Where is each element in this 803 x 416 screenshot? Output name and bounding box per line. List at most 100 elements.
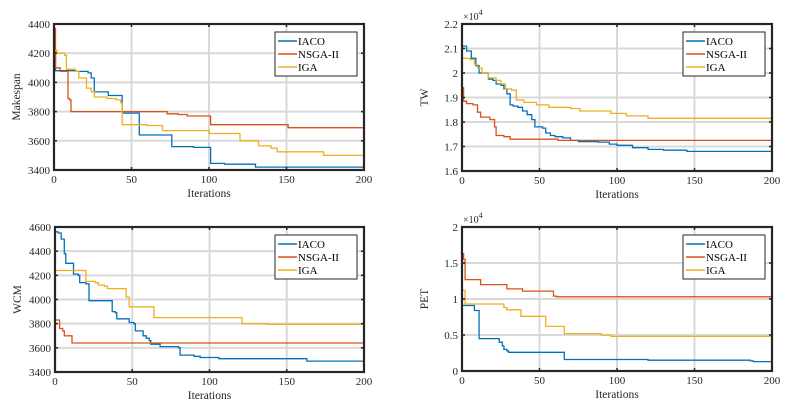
x-axis-label: Iterations — [188, 390, 232, 402]
x-tick-label: 0 — [459, 375, 465, 387]
x-tick-label: 200 — [764, 375, 781, 387]
y-axis-label: TW — [419, 88, 431, 106]
legend-item-iaco: IACO — [278, 36, 325, 48]
x-tick-label: 100 — [201, 376, 218, 388]
y-axis-label: WCM — [12, 285, 24, 314]
x-axis-label: Iterations — [595, 389, 639, 401]
series-line-nsga-ii — [462, 87, 772, 142]
legend-item-iga: IGA — [686, 62, 726, 74]
y-tick-label: 0.5 — [444, 330, 458, 342]
x-tick-label: 0 — [52, 376, 58, 388]
y-tick-label: 1.9 — [444, 93, 458, 105]
legend-item-nsga-ii: NSGA-II — [686, 49, 747, 61]
legend-item-iaco: IACO — [686, 36, 733, 48]
legend-label: IACO — [298, 36, 325, 48]
y-exponent-label: ×104 — [463, 211, 483, 226]
x-tick-label: 100 — [609, 175, 626, 187]
x-tick-label: 200 — [356, 376, 373, 388]
legend-label: IGA — [706, 62, 726, 74]
pet-chart: 0 50 100 150 200 0 0.5 1 1.5 2 ×104 Iterations PET IA… — [419, 211, 781, 401]
y-tick-label: 3800 — [29, 319, 52, 331]
legend-item-iga: IGA — [278, 265, 318, 277]
series-line-nsga-ii — [54, 27, 364, 129]
y-tick-label: 3400 — [29, 367, 52, 379]
legend-label: IACO — [706, 36, 733, 48]
y-tick-label: 2 — [453, 222, 459, 234]
y-tick-label: 1 — [453, 294, 459, 306]
makespan-chart: 0 50 100 150 200 3400 3600 3800 4000 4200 4400 Iter… — [11, 19, 373, 200]
series-line-iaco — [54, 52, 364, 168]
y-exponent-label: ×104 — [463, 8, 483, 23]
x-tick-label: 100 — [609, 375, 626, 387]
x-tick-label: 150 — [686, 175, 703, 187]
series-line-nsga-ii — [462, 252, 772, 298]
y-tick-label: 4200 — [28, 48, 51, 60]
legend-item-iaco: IACO — [686, 239, 733, 251]
legend-item-nsga-ii: NSGA-II — [686, 252, 747, 264]
y-tick-label: 0 — [453, 366, 459, 378]
legend-item-nsga-ii: NSGA-II — [278, 252, 339, 264]
y-tick-label: 2 — [453, 68, 459, 80]
series-line-iga — [55, 269, 364, 325]
series-line-iga — [462, 289, 772, 338]
x-axis-label: Iterations — [595, 189, 639, 201]
exponent-base: ×10 — [463, 215, 479, 226]
x-tick-label: 150 — [279, 376, 296, 388]
legend-label: IACO — [298, 239, 325, 251]
y-tick-label: 4000 — [28, 77, 51, 89]
y-tick-label: 1.6 — [444, 166, 458, 178]
y-tick-label: 1.8 — [444, 117, 458, 129]
legend-label: IGA — [706, 265, 726, 277]
x-tick-label: 50 — [534, 175, 546, 187]
legend-box — [682, 31, 766, 77]
legend-label: NSGA-II — [706, 49, 747, 61]
exponent-base: ×10 — [463, 12, 479, 23]
y-tick-label: 4400 — [29, 246, 52, 258]
exponent-power: 4 — [479, 211, 483, 220]
x-tick-label: 50 — [126, 174, 138, 186]
legend-label: NSGA-II — [706, 252, 747, 264]
series-line-nsga-ii — [55, 319, 364, 344]
y-axis-label: PET — [419, 289, 431, 309]
y-tick-label: 4400 — [28, 19, 51, 31]
series-line-iaco — [55, 231, 364, 363]
y-tick-label: 4600 — [29, 222, 52, 234]
y-tick-label: 2.1 — [444, 44, 458, 56]
legend-label: NSGA-II — [298, 49, 339, 61]
y-tick-label: 3600 — [29, 343, 52, 355]
y-tick-label: 1.5 — [444, 258, 458, 270]
y-tick-label: 3800 — [28, 107, 51, 119]
wcm-chart: 0 50 100 150 200 3400 3600 3800 4000 4200 4400 4600… — [12, 222, 373, 402]
x-tick-label: 150 — [278, 174, 295, 186]
legend-label: IGA — [298, 265, 318, 277]
legend-item-iga: IGA — [278, 62, 318, 74]
y-axis-label: Makespan — [11, 73, 23, 121]
y-tick-label: 3600 — [28, 136, 51, 148]
legend-item-iga: IGA — [686, 265, 726, 277]
x-tick-label: 50 — [127, 376, 139, 388]
x-tick-label: 50 — [534, 375, 546, 387]
series-line-iaco — [462, 304, 772, 363]
legend-item-nsga-ii: NSGA-II — [278, 49, 339, 61]
legend-label: IGA — [298, 62, 318, 74]
legend-item-iaco: IACO — [278, 239, 325, 251]
legend-label: IACO — [706, 239, 733, 251]
y-tick-label: 4000 — [29, 295, 52, 307]
y-tick-label: 3400 — [28, 165, 51, 177]
x-tick-label: 0 — [51, 174, 57, 186]
y-tick-label: 4200 — [29, 270, 52, 282]
x-axis-label: Iterations — [187, 188, 231, 200]
x-tick-label: 0 — [459, 175, 465, 187]
y-tick-label: 1.7 — [444, 142, 458, 154]
x-tick-label: 100 — [201, 174, 218, 186]
x-tick-label: 200 — [356, 174, 373, 186]
exponent-power: 4 — [479, 8, 483, 17]
x-tick-label: 200 — [764, 175, 781, 187]
tw-chart: 0 50 100 150 200 1.6 1.7 1.8 1.9 2 2.1 2.2 ×104 Itera… — [419, 8, 781, 201]
y-tick-label: 2.2 — [444, 19, 458, 31]
